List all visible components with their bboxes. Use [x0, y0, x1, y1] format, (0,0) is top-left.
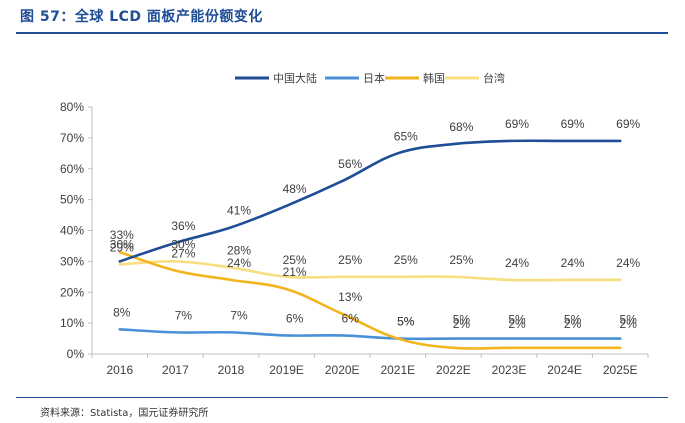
data-label-taiwan: 25%: [283, 253, 307, 267]
data-label-japan: 5%: [620, 313, 638, 327]
data-label-china: 68%: [449, 120, 473, 134]
data-label-china: 69%: [505, 117, 529, 131]
x-tick-label: 2016: [106, 363, 133, 377]
chart-series-lines: [118, 139, 622, 350]
data-label-taiwan: 25%: [394, 253, 418, 267]
x-tick-label: 2023E: [492, 363, 527, 377]
data-label-korea: 2%: [564, 317, 582, 331]
y-tick-label: 20%: [60, 285, 84, 299]
source-note: 资料来源：Statista，国元证券研究所: [40, 408, 209, 419]
data-label-korea: 2%: [453, 317, 471, 331]
data-label-japan: 8%: [113, 305, 131, 319]
data-label-china: 65%: [394, 129, 418, 143]
y-tick-label: 70%: [60, 131, 84, 145]
data-label-korea: 27%: [171, 247, 195, 261]
legend-label: 台湾: [483, 71, 505, 85]
x-tick-label: 2017: [162, 363, 189, 377]
data-label-taiwan: 24%: [505, 256, 529, 270]
data-label-china: 30%: [110, 237, 134, 251]
data-label-taiwan: 24%: [561, 256, 585, 270]
data-label-china: 41%: [227, 203, 251, 217]
y-tick-label: 0%: [67, 347, 85, 361]
data-label-taiwan: 25%: [449, 253, 473, 267]
figure-title: 图 57：全球 LCD 面板产能份额变化: [20, 9, 263, 25]
series-line-korea: [118, 250, 622, 350]
data-label-japan: 6%: [286, 311, 304, 325]
data-label-korea: 33%: [110, 228, 134, 242]
legend-label: 中国大陆: [273, 71, 317, 85]
x-tick-label: 2019E: [269, 363, 304, 377]
legend-label: 韩国: [423, 71, 445, 85]
data-label-korea: 13%: [338, 290, 362, 304]
x-tick-label: 2025E: [603, 363, 638, 377]
data-label-korea: 2%: [620, 317, 638, 331]
data-label-taiwan: 30%: [171, 237, 195, 251]
title-rule: [16, 32, 668, 34]
chart-legend: 中国大陆 日本 韩国 台湾: [235, 71, 505, 85]
y-tick-label: 80%: [60, 100, 84, 114]
data-label-japan: 5%: [453, 313, 471, 327]
data-label-china: 36%: [171, 219, 195, 233]
y-tick-label: 30%: [60, 254, 84, 268]
data-label-china: 56%: [338, 157, 362, 171]
x-tick-label: 2024E: [547, 363, 582, 377]
series-line-japan: [118, 328, 622, 341]
data-label-japan: 7%: [230, 308, 248, 322]
data-label-china: 48%: [283, 182, 307, 196]
x-tick-label: 2021E: [380, 363, 415, 377]
data-label-japan: 5%: [508, 313, 526, 327]
x-tick-label: 2020E: [325, 363, 360, 377]
data-label-china: 69%: [561, 117, 585, 131]
data-label-korea: 24%: [227, 256, 251, 270]
data-label-korea: 5%: [397, 315, 415, 329]
data-label-japan: 5%: [564, 313, 582, 327]
data-label-japan: 6%: [342, 311, 360, 325]
footer-rule: [16, 397, 668, 398]
series-line-china: [118, 139, 622, 263]
data-label-taiwan: 24%: [616, 256, 640, 270]
y-tick-label: 10%: [60, 316, 84, 330]
chart-axes: 0% 10% 20% 30% 40% 50% 60% 70% 80% 2016 2017 2018 20…: [60, 100, 649, 377]
x-tick-label: 2018: [218, 363, 245, 377]
legend-label: 日本: [363, 71, 385, 85]
y-tick-label: 60%: [60, 162, 84, 176]
data-label-japan: 5%: [397, 315, 415, 329]
chart-data-labels: 30% 36% 41% 48% 56% 65% 68% 69% 69% 69% 8% 7% 7% 6% 6%…: [110, 117, 641, 331]
data-label-japan: 7%: [175, 308, 193, 322]
data-label-taiwan: 25%: [338, 253, 362, 267]
y-tick-label: 40%: [60, 224, 84, 238]
x-tick-label: 2022E: [436, 363, 471, 377]
series-line-taiwan: [118, 260, 622, 282]
data-label-korea: 2%: [508, 317, 526, 331]
data-label-china: 69%: [616, 117, 640, 131]
data-label-korea: 21%: [283, 265, 307, 279]
data-label-taiwan: 29%: [110, 240, 134, 254]
data-label-taiwan: 28%: [227, 244, 251, 258]
y-tick-label: 50%: [60, 193, 84, 207]
